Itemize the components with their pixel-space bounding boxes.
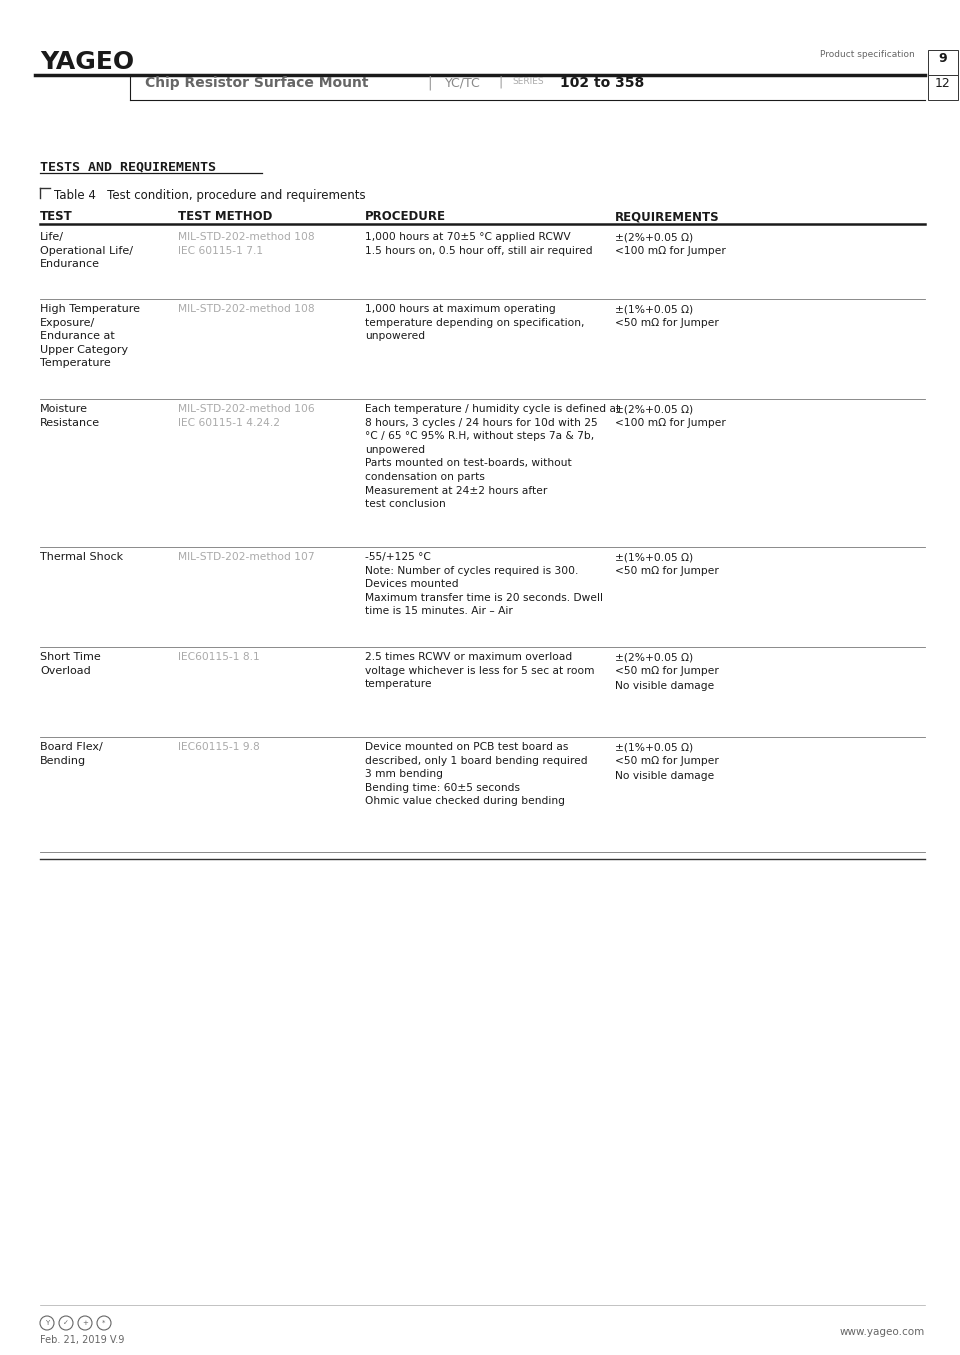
Text: ±(2%+0.05 Ω)
<50 mΩ for Jumper
No visible damage: ±(2%+0.05 Ω) <50 mΩ for Jumper No visibl… xyxy=(615,652,719,691)
Text: PROCEDURE: PROCEDURE xyxy=(365,210,446,224)
Text: Feb. 21, 2019 V.9: Feb. 21, 2019 V.9 xyxy=(40,1335,125,1346)
Bar xyxy=(928,75,958,100)
Text: Product specification: Product specification xyxy=(820,50,915,60)
Text: ✓: ✓ xyxy=(63,1320,69,1327)
Text: IEC60115-1 9.8: IEC60115-1 9.8 xyxy=(178,743,260,752)
Text: 2.5 times RCWV or maximum overload
voltage whichever is less for 5 sec at room
t: 2.5 times RCWV or maximum overload volta… xyxy=(365,652,594,690)
Text: TEST: TEST xyxy=(40,210,73,224)
Text: TEST METHOD: TEST METHOD xyxy=(178,210,273,224)
Text: Thermal Shock: Thermal Shock xyxy=(40,551,123,562)
Text: Moisture
Resistance: Moisture Resistance xyxy=(40,404,100,428)
Text: YAGEO: YAGEO xyxy=(40,50,134,75)
Text: *: * xyxy=(103,1320,106,1327)
Text: MIL-STD-202-method 107: MIL-STD-202-method 107 xyxy=(178,551,315,562)
Text: High Temperature
Exposure/
Endurance at
Upper Category
Temperature: High Temperature Exposure/ Endurance at … xyxy=(40,304,140,369)
Text: Device mounted on PCB test board as
described, only 1 board bending required
3 m: Device mounted on PCB test board as desc… xyxy=(365,743,588,806)
Text: IEC60115-1 8.1: IEC60115-1 8.1 xyxy=(178,652,260,663)
Text: TESTS AND REQUIREMENTS: TESTS AND REQUIREMENTS xyxy=(40,160,216,173)
Text: Board Flex/
Bending: Board Flex/ Bending xyxy=(40,743,103,766)
Text: 1,000 hours at 70±5 °C applied RCWV
1.5 hours on, 0.5 hour off, still air requir: 1,000 hours at 70±5 °C applied RCWV 1.5 … xyxy=(365,232,592,256)
Text: Chip Resistor Surface Mount: Chip Resistor Surface Mount xyxy=(145,76,369,89)
Text: 1,000 hours at maximum operating
temperature depending on specification,
unpower: 1,000 hours at maximum operating tempera… xyxy=(365,304,585,341)
Text: MIL-STD-202-method 108
IEC 60115-1 7.1: MIL-STD-202-method 108 IEC 60115-1 7.1 xyxy=(178,232,315,256)
Text: MIL-STD-202-method 106
IEC 60115-1 4.24.2: MIL-STD-202-method 106 IEC 60115-1 4.24.… xyxy=(178,404,315,428)
Text: 9: 9 xyxy=(939,51,948,65)
Text: Short Time
Overload: Short Time Overload xyxy=(40,652,101,676)
Bar xyxy=(928,50,958,75)
Text: Table 4   Test condition, procedure and requirements: Table 4 Test condition, procedure and re… xyxy=(54,188,366,202)
Text: |: | xyxy=(428,76,432,91)
Text: |: | xyxy=(498,76,502,89)
Text: REQUIREMENTS: REQUIREMENTS xyxy=(615,210,720,224)
Text: -55/+125 °C
Note: Number of cycles required is 300.
Devices mounted
Maximum tran: -55/+125 °C Note: Number of cycles requi… xyxy=(365,551,603,617)
Text: 12: 12 xyxy=(935,77,950,89)
Text: ±(1%+0.05 Ω)
<50 mΩ for Jumper
No visible damage: ±(1%+0.05 Ω) <50 mΩ for Jumper No visibl… xyxy=(615,743,719,780)
Text: Life/
Operational Life/
Endurance: Life/ Operational Life/ Endurance xyxy=(40,232,133,270)
Text: YC/TC: YC/TC xyxy=(445,76,481,89)
Text: 102 to 358: 102 to 358 xyxy=(560,76,644,89)
Text: www.yageo.com: www.yageo.com xyxy=(840,1327,925,1337)
Text: Y: Y xyxy=(45,1320,49,1327)
Text: SERIES: SERIES xyxy=(512,77,543,85)
Text: ±(2%+0.05 Ω)
<100 mΩ for Jumper: ±(2%+0.05 Ω) <100 mΩ for Jumper xyxy=(615,232,726,256)
Text: ±(2%+0.05 Ω)
<100 mΩ for Jumper: ±(2%+0.05 Ω) <100 mΩ for Jumper xyxy=(615,404,726,428)
Text: ±(1%+0.05 Ω)
<50 mΩ for Jumper: ±(1%+0.05 Ω) <50 mΩ for Jumper xyxy=(615,551,719,576)
Text: +: + xyxy=(82,1320,88,1327)
Text: Each temperature / humidity cycle is defined at
8 hours, 3 cycles / 24 hours for: Each temperature / humidity cycle is def… xyxy=(365,404,620,509)
Text: ±(1%+0.05 Ω)
<50 mΩ for Jumper: ±(1%+0.05 Ω) <50 mΩ for Jumper xyxy=(615,304,719,328)
Text: MIL-STD-202-method 108: MIL-STD-202-method 108 xyxy=(178,304,315,314)
